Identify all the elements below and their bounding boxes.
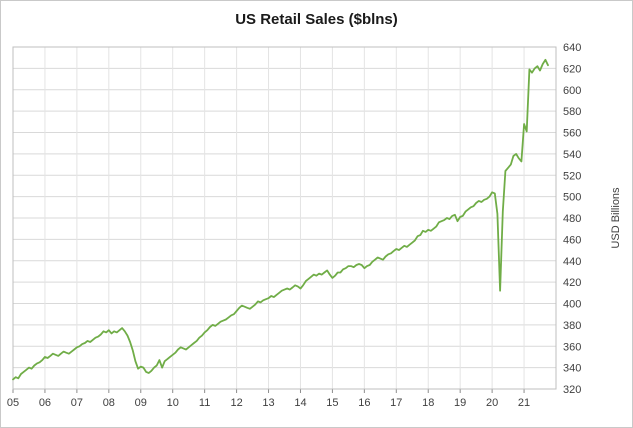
y-tick-label: 460 [563, 234, 581, 246]
x-tick-label: 13 [262, 397, 274, 409]
x-tick-label: 15 [326, 397, 338, 409]
x-tick-label: 09 [135, 397, 147, 409]
x-tick-label: 12 [230, 397, 242, 409]
chart-title: US Retail Sales ($blns) [235, 11, 398, 28]
x-tick-label: 07 [71, 397, 83, 409]
y-tick-label: 580 [563, 106, 581, 118]
series-line [12, 58, 549, 381]
y-tick-label: 640 [563, 42, 581, 54]
y-tick-label: 380 [563, 320, 581, 332]
x-tick-label: 10 [167, 397, 179, 409]
y-tick-label: 520 [563, 170, 581, 182]
x-tick-label: 17 [390, 397, 402, 409]
x-tick-label: 21 [518, 397, 530, 409]
y-tick-label: 540 [563, 149, 581, 161]
y-axis-title: USD Billions [610, 187, 622, 249]
x-tick-label: 18 [422, 397, 434, 409]
y-tick-label: 480 [563, 213, 581, 225]
x-tick-label: 05 [7, 397, 19, 409]
y-tick-label: 560 [563, 128, 581, 140]
x-tick-label: 14 [294, 397, 306, 409]
x-tick-label: 06 [39, 397, 51, 409]
y-tick-label: 340 [563, 363, 581, 375]
plot-border [12, 46, 557, 390]
x-tick-label: 16 [358, 397, 370, 409]
x-tick-label: 11 [199, 397, 210, 409]
y-tick-label: 600 [563, 85, 581, 97]
x-tick-label: 20 [486, 397, 498, 409]
x-tick-label: 19 [454, 397, 466, 409]
y-tick-label: 360 [563, 341, 581, 353]
y-tick-label: 320 [563, 384, 581, 396]
y-tick-label: 400 [563, 299, 581, 311]
y-tick-label: 620 [563, 63, 581, 75]
y-tick-label: 420 [563, 277, 581, 289]
y-tick-label: 440 [563, 256, 581, 268]
y-tick-label: 500 [563, 192, 581, 204]
x-tick-label: 08 [103, 397, 115, 409]
